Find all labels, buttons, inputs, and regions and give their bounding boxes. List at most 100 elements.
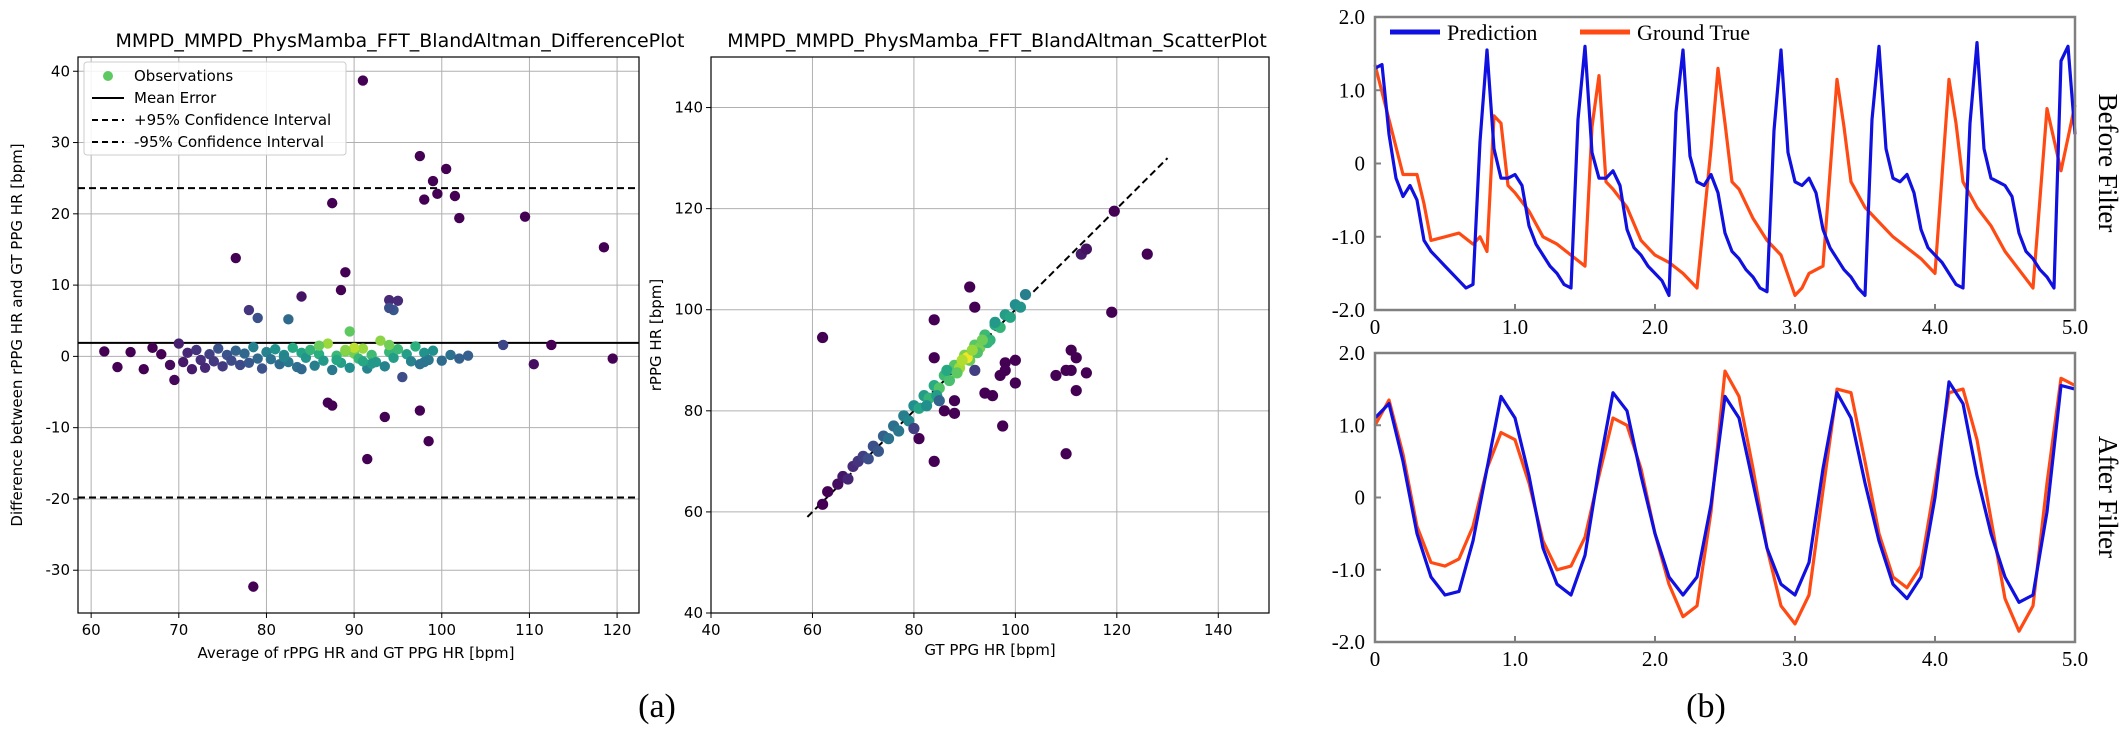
difference-plot-xtick-label: 110 (515, 621, 544, 639)
before-filter-ytick-label: 1.0 (1339, 78, 1365, 102)
legend-upper-ci: +95% Confidence Interval (134, 111, 331, 129)
before-filter-xtick-label: 2.0 (1642, 315, 1668, 339)
observation-point (362, 453, 373, 465)
after-filter-ytick-label: 0 (1355, 486, 1366, 510)
difference-plot-ytick-label: -10 (46, 419, 71, 437)
observation-point (454, 212, 465, 224)
scatter-plot: MMPD_MMPD_PhysMamba_FFT_BlandAltman_Scat… (647, 30, 1270, 659)
observation-point (169, 374, 180, 386)
before-filter-ground-true-line (1373, 64, 2077, 297)
observation-point (383, 339, 395, 351)
scatter-point (956, 354, 968, 366)
after-filter-xtick-label: 3.0 (1782, 647, 1808, 671)
observation-point (335, 284, 347, 296)
before-filter-label: Before Filter (2093, 94, 2123, 233)
scatter-plot-xtick-label: 140 (1204, 621, 1233, 639)
observation-point (419, 194, 430, 205)
observation-point (375, 335, 386, 346)
difference-plot-ytick-label: 30 (51, 134, 70, 152)
observation-point (138, 364, 149, 375)
observation-point (366, 358, 377, 369)
scatter-point (999, 357, 1011, 369)
observation-point (379, 411, 390, 423)
legend-observations-marker (103, 71, 113, 81)
scatter-point (1080, 243, 1092, 255)
scatter-point (986, 390, 999, 402)
observation-point (357, 356, 369, 367)
scatter-point (969, 364, 981, 376)
scatter-plot-xlabel: GT PPG HR [bpm] (924, 641, 1055, 659)
scatter-point (964, 281, 976, 293)
observation-point (199, 362, 211, 373)
observation-point (230, 345, 241, 356)
scatter-point (817, 331, 829, 344)
scatter-point (1141, 248, 1153, 260)
difference-plot-ytick-label: -30 (46, 561, 71, 579)
scatter-point (933, 395, 945, 407)
observation-point (383, 302, 395, 314)
scatter-plot-frame (710, 56, 1270, 614)
scatter-point (842, 473, 854, 485)
observation-point (348, 342, 360, 354)
observation-point (234, 359, 246, 371)
difference-plot: MMPD_MMPD_PhysMamba_FFT_BlandAltman_Diff… (8, 30, 685, 662)
observation-point (462, 350, 474, 361)
scatter-point (817, 498, 829, 510)
observation-point (186, 364, 198, 375)
difference-plot-xtick-label: 70 (169, 621, 188, 639)
observation-point (226, 355, 237, 366)
scatter-point (928, 314, 940, 326)
observation-point (344, 326, 355, 337)
observation-point (607, 353, 618, 364)
difference-plot-ytick-label: 10 (51, 276, 70, 294)
scatter-point (1080, 367, 1092, 379)
observation-point (427, 345, 439, 356)
observation-point (419, 356, 430, 368)
observation-point (392, 344, 404, 355)
difference-plot-xlabel: Average of rPPG HR and GT PPG HR [bpm] (197, 644, 514, 662)
legend-observations: Observations (134, 67, 233, 85)
observation-point (379, 361, 390, 372)
before-filter-xtick-label: 0 (1370, 315, 1381, 339)
legend-lower-ci: -95% Confidence Interval (134, 133, 324, 151)
scatter-plot-ytick-label: 100 (674, 301, 703, 319)
scatter-point (1009, 377, 1021, 389)
difference-plot-ytick-label: 40 (51, 62, 70, 80)
legend-prediction: Prediction (1447, 20, 1537, 45)
after-filter-label: After Filter (2093, 436, 2123, 558)
observation-point (436, 355, 447, 366)
legend-ground-true: Ground True (1637, 20, 1750, 45)
scatter-plot-ytick-label: 40 (684, 604, 703, 622)
scatter-plot-title: MMPD_MMPD_PhysMamba_FFT_BlandAltman_Scat… (727, 30, 1267, 52)
after-filter-xtick-label: 4.0 (1922, 647, 1948, 671)
difference-plot-xtick-label: 90 (345, 621, 364, 639)
observation-point (388, 352, 399, 364)
observation-point (156, 349, 167, 360)
scatter-point (882, 433, 895, 445)
observation-point (270, 344, 281, 355)
observation-point (432, 188, 443, 200)
scatter-point (943, 374, 956, 387)
observation-point (454, 353, 465, 364)
observation-point (528, 359, 540, 370)
observation-point (164, 359, 176, 371)
scatter-plot-xtick-label: 40 (701, 621, 720, 639)
before-filter-xtick-label: 4.0 (1922, 315, 1948, 339)
scatter-plot-xtick-label: 80 (904, 621, 923, 639)
before-filter-ytick-label: 0 (1355, 152, 1366, 176)
observation-point (191, 344, 202, 356)
observation-point (344, 362, 355, 373)
scatter-point (928, 455, 940, 467)
scatter-plot-xtick-label: 60 (803, 621, 822, 639)
caption-b: (b) (1686, 688, 1726, 725)
scatter-point (1070, 385, 1082, 397)
observation-point (173, 338, 185, 349)
scatter-point (1106, 306, 1118, 318)
after-filter-ytick-label: 1.0 (1339, 413, 1365, 437)
observation-point (497, 339, 509, 351)
difference-plot-ytick-label: -20 (46, 490, 71, 508)
scatter-point (951, 367, 963, 379)
scatter-point (920, 400, 933, 412)
difference-plot-xtick-label: 100 (427, 621, 456, 639)
